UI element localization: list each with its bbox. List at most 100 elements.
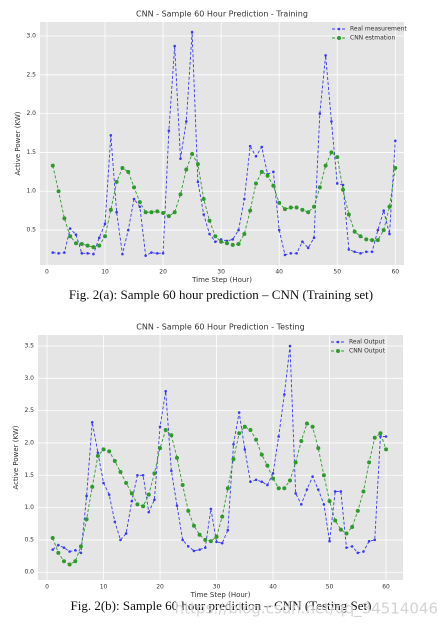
- data-point: [299, 503, 303, 506]
- data-point: [68, 227, 72, 230]
- data-point: [147, 510, 151, 514]
- data-point: [118, 470, 123, 475]
- data-point: [215, 540, 218, 544]
- data-point: [57, 252, 60, 255]
- data-point: [335, 182, 339, 185]
- data-point: [224, 241, 229, 246]
- legend-marker: [336, 340, 340, 344]
- data-point: [323, 163, 328, 168]
- data-point: [344, 531, 349, 536]
- data-point: [132, 185, 137, 190]
- data-point: [124, 481, 129, 486]
- data-point: [184, 167, 189, 172]
- data-point: [192, 549, 196, 553]
- data-point: [329, 150, 334, 155]
- data-point: [181, 538, 184, 542]
- data-point: [316, 488, 320, 491]
- data-point: [362, 550, 365, 553]
- data-point: [129, 491, 134, 496]
- data-point: [172, 210, 177, 215]
- data-point: [62, 546, 66, 549]
- data-point: [288, 205, 293, 210]
- data-point: [57, 543, 60, 547]
- y-tick-label: 0.5: [26, 227, 36, 234]
- data-point: [115, 210, 118, 214]
- data-point: [196, 180, 200, 184]
- series-line: [52, 345, 387, 554]
- data-point: [175, 504, 179, 507]
- data-point: [322, 503, 326, 506]
- figure-caption: Fig. 2(b): Sample 60 hour prediction – C…: [71, 598, 372, 613]
- data-point: [356, 551, 360, 555]
- chart-title: CNN - Sample 60 Hour Prediction - Testin…: [136, 323, 304, 332]
- data-point: [381, 228, 386, 233]
- data-point: [382, 209, 385, 212]
- data-point: [170, 469, 173, 473]
- x-tick-label: 0: [45, 269, 49, 276]
- data-point: [186, 508, 191, 513]
- y-axis-label: Active Power (KW): [14, 111, 22, 175]
- data-point: [254, 437, 259, 442]
- data-point: [120, 165, 125, 170]
- data-point: [209, 507, 213, 511]
- data-point: [198, 548, 201, 551]
- data-point: [220, 541, 224, 545]
- data-point: [201, 197, 206, 202]
- data-point: [79, 551, 83, 555]
- x-tick-label: 40: [275, 269, 283, 276]
- data-point: [184, 120, 188, 123]
- data-point: [306, 210, 311, 215]
- data-point: [141, 504, 146, 509]
- data-point: [85, 243, 90, 248]
- y-tick-label: 1.0: [26, 188, 36, 195]
- data-point: [220, 514, 225, 519]
- data-point: [324, 54, 327, 57]
- y-axis-label: Active Power (KW): [12, 425, 20, 489]
- figure-caption: Fig. 2(a): Sample 60 hour prediction – C…: [69, 287, 373, 302]
- data-point: [202, 213, 206, 216]
- data-point: [124, 532, 128, 535]
- data-point: [203, 546, 207, 549]
- data-point: [207, 218, 212, 223]
- data-point: [226, 528, 230, 532]
- data-point: [350, 524, 355, 529]
- data-point: [289, 252, 293, 255]
- data-point: [169, 433, 174, 438]
- y-tick-label: 2.5: [24, 407, 34, 414]
- data-point: [265, 173, 270, 178]
- data-point: [144, 254, 147, 257]
- data-point: [73, 548, 77, 552]
- data-point: [166, 214, 171, 219]
- data-point: [63, 251, 66, 254]
- data-point: [143, 210, 148, 215]
- data-point: [114, 179, 119, 184]
- y-tick-label: 1.0: [24, 504, 34, 511]
- data-point: [253, 181, 258, 186]
- data-point: [384, 447, 389, 452]
- data-point: [259, 169, 264, 174]
- data-point: [353, 250, 356, 254]
- data-point: [350, 545, 354, 548]
- data-point: [311, 475, 314, 478]
- data-point: [316, 446, 321, 451]
- data-point: [287, 478, 292, 483]
- data-point: [328, 539, 331, 543]
- data-point: [327, 499, 332, 504]
- data-point: [254, 478, 258, 482]
- data-point: [95, 453, 100, 458]
- data-point: [126, 228, 130, 232]
- y-tick-label: 2.0: [26, 110, 36, 117]
- data-point: [190, 30, 194, 34]
- data-point: [107, 493, 111, 496]
- y-tick-label: 3.5: [24, 342, 34, 349]
- data-point: [370, 250, 374, 254]
- data-point: [153, 498, 156, 502]
- data-point: [137, 200, 142, 205]
- data-point: [295, 252, 298, 255]
- x-tick-label: 0: [45, 584, 49, 591]
- data-point: [272, 170, 275, 174]
- data-point: [97, 243, 102, 248]
- data-point: [213, 234, 218, 239]
- data-point: [167, 129, 171, 132]
- data-point: [56, 189, 61, 194]
